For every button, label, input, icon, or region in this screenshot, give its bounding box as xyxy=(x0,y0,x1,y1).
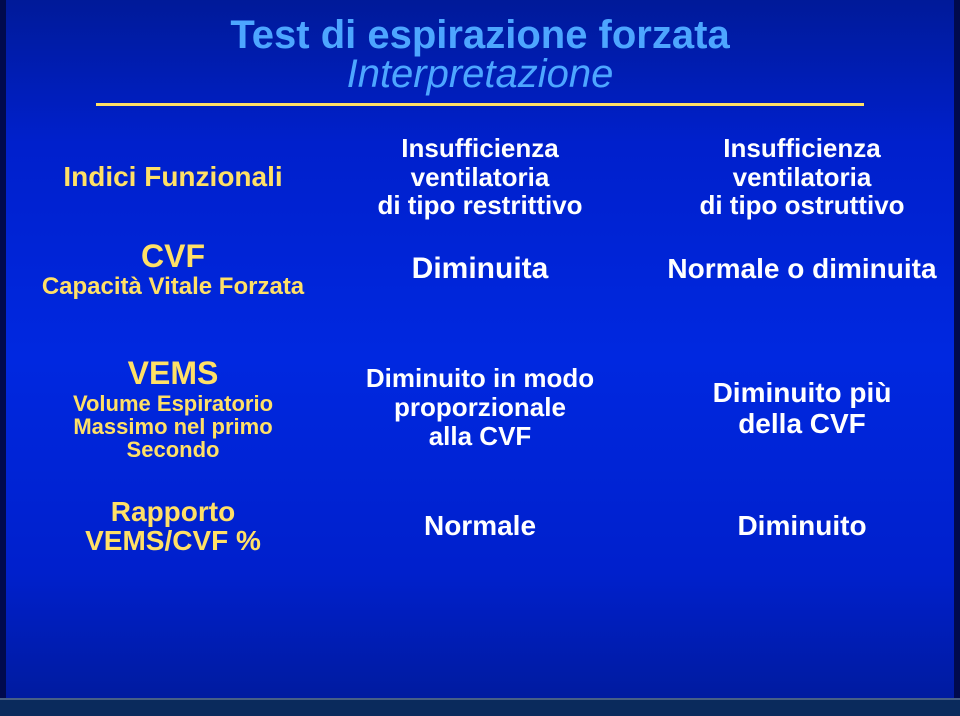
edge-right xyxy=(954,0,960,716)
header-right-3: di tipo ostruttivo xyxy=(650,191,954,220)
header-right-1: Insufficienza xyxy=(650,134,954,163)
slide: Test di espirazione forzata Interpretazi… xyxy=(0,0,960,716)
header-left-label: Indici Funzionali xyxy=(36,162,310,193)
vems-label: VEMS xyxy=(36,355,310,392)
header-row: Indici Funzionali Insufficienza ventilat… xyxy=(0,134,960,220)
vems-sub-3: Secondo xyxy=(36,438,310,461)
row-vems: VEMS Volume Espiratorio Massimo nel prim… xyxy=(0,355,960,461)
vems-sub-2: Massimo nel primo xyxy=(36,415,310,438)
vems-mid-1: Diminuito in modo xyxy=(310,364,650,393)
cvf-mid-value: Diminuita xyxy=(310,252,650,286)
edge-left xyxy=(0,0,6,716)
header-right-2: ventilatoria xyxy=(650,163,954,192)
ratio-label-2: VEMS/CVF % xyxy=(36,526,310,555)
slide-title: Test di espirazione forzata xyxy=(0,0,960,56)
header-mid-2: ventilatoria xyxy=(310,163,650,192)
vems-mid-2: proporzionale xyxy=(310,393,650,422)
vems-right-1: Diminuito più xyxy=(650,377,954,408)
ratio-right-value: Diminuito xyxy=(650,510,954,542)
ratio-mid-value: Normale xyxy=(310,510,650,542)
bottom-bar xyxy=(0,698,960,716)
cvf-sublabel: Capacità Vitale Forzata xyxy=(36,273,310,301)
header-mid-3: di tipo restrittivo xyxy=(310,191,650,220)
vems-mid-3: alla CVF xyxy=(310,422,650,451)
vems-sub-1: Volume Espiratorio xyxy=(36,392,310,415)
slide-subtitle: Interpretazione xyxy=(0,52,960,97)
row-ratio: Rapporto VEMS/CVF % Normale Diminuito xyxy=(0,497,960,556)
cvf-right-value: Normale o diminuita xyxy=(650,253,954,285)
ratio-label-1: Rapporto xyxy=(36,497,310,526)
cvf-label: CVF xyxy=(36,238,310,275)
row-cvf: CVF Capacità Vitale Forzata Diminuita No… xyxy=(0,238,960,301)
title-divider xyxy=(96,103,864,106)
header-mid-1: Insufficienza xyxy=(310,134,650,163)
vems-right-2: della CVF xyxy=(650,408,954,439)
